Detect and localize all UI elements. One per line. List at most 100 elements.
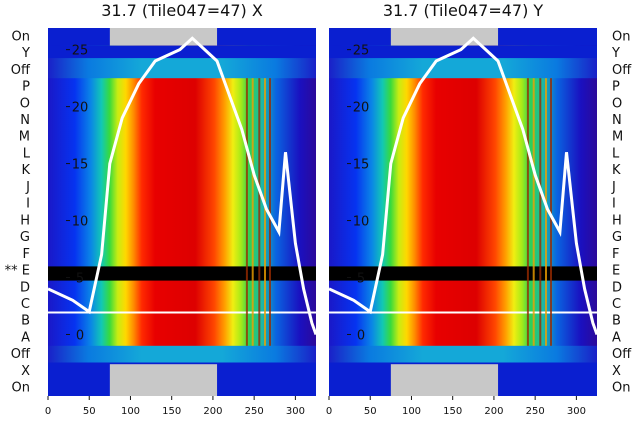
row-label: J xyxy=(25,180,30,195)
x-tick-label: 50 xyxy=(83,406,96,417)
row-label: B xyxy=(612,314,621,329)
y-tick-label: 5 xyxy=(76,272,84,287)
x-tick-label: 300 xyxy=(567,406,586,417)
row-label: E xyxy=(612,264,620,279)
streak xyxy=(251,78,254,346)
x-tick-label: 0 xyxy=(45,406,51,417)
x-ticks-x: 0 50 100 150 200 250 300 xyxy=(45,396,305,417)
row-label: L xyxy=(23,147,31,162)
streak xyxy=(550,78,552,346)
separator-line xyxy=(48,311,316,314)
row-label: ** E xyxy=(5,264,30,279)
row-label: On xyxy=(12,381,30,396)
row-label: I xyxy=(26,197,30,212)
overlay-line-y xyxy=(329,36,597,336)
row-label: Off xyxy=(612,347,632,362)
row-label: D xyxy=(20,280,30,295)
overlay-y-ticks-y: 25 20 15 10 5 0 xyxy=(347,44,369,344)
x-tick-label: 200 xyxy=(484,406,503,417)
chart-title-y: 31.7 (Tile047=47) Y xyxy=(383,1,544,20)
row-label: X xyxy=(21,364,30,379)
heatmap-bands-y xyxy=(329,28,597,396)
row-label: C xyxy=(21,297,30,312)
row-label: H xyxy=(20,213,30,228)
row-label: X xyxy=(612,364,621,379)
y-tick-label: 25 xyxy=(72,44,89,59)
heatmap-band xyxy=(329,345,597,363)
heatmap-background-y xyxy=(329,28,597,396)
y-tick-label: 20 xyxy=(353,101,370,116)
overlay-y-ticks-x: 25 20 15 10 5 0 xyxy=(66,44,88,344)
row-label: Y xyxy=(21,46,30,61)
row-label: On xyxy=(12,29,30,44)
row-label: N xyxy=(20,113,30,128)
row-label: J xyxy=(611,180,616,195)
x-tick-label: 250 xyxy=(526,406,545,417)
streak xyxy=(539,78,542,346)
y-tick-label: 5 xyxy=(357,272,365,287)
heatmap-band xyxy=(48,345,316,363)
y-tick-label: 0 xyxy=(357,329,365,344)
x-tick-label: 100 xyxy=(402,406,421,417)
heatmap-band xyxy=(48,45,316,62)
row-label: A xyxy=(612,331,621,346)
row-label: P xyxy=(612,80,620,95)
heatmap-bands-x xyxy=(48,28,316,396)
row-label: Y xyxy=(611,46,620,61)
row-label: On xyxy=(612,29,630,44)
row-label: A xyxy=(21,331,30,346)
overlay-line-x xyxy=(48,36,316,336)
x-tick-label: 200 xyxy=(203,406,222,417)
row-label: N xyxy=(612,113,622,128)
row-label: C xyxy=(612,297,621,312)
row-label: B xyxy=(21,314,30,329)
row-label: O xyxy=(20,96,30,111)
row-label: G xyxy=(20,230,30,245)
row-label: P xyxy=(22,80,30,95)
y-tick-label: 10 xyxy=(353,215,370,230)
y-tick-label: 15 xyxy=(353,158,370,173)
x-tick-label: 0 xyxy=(326,406,332,417)
grey-region xyxy=(390,28,499,46)
x-ticks-y: 0 50 100 150 200 250 300 xyxy=(326,396,586,417)
x-tick-label: 300 xyxy=(286,406,305,417)
y-tick-label: 10 xyxy=(72,215,89,230)
x-tick-label: 150 xyxy=(162,406,181,417)
y-tick-label: 25 xyxy=(353,44,370,59)
streak xyxy=(245,78,248,346)
x-tick-label: 50 xyxy=(364,406,377,417)
row-label: O xyxy=(612,96,622,111)
streak xyxy=(258,78,261,346)
grey-region xyxy=(109,28,218,46)
row-label: I xyxy=(612,197,616,212)
row-label: K xyxy=(612,163,621,178)
grey-region xyxy=(390,364,499,396)
x-tick-label: 250 xyxy=(245,406,264,417)
row-label: M xyxy=(19,130,30,145)
row-label: D xyxy=(612,280,622,295)
row-label: Off xyxy=(11,347,31,362)
streak xyxy=(269,78,271,346)
streak xyxy=(526,78,529,346)
row-label: F xyxy=(612,247,619,262)
y-tick-label: 0 xyxy=(76,329,84,344)
panel-y: 31.7 (Tile047=47) Y On Y Off PONMLKJIHGFEDC… xyxy=(326,1,632,417)
row-label: M xyxy=(612,130,623,145)
streak xyxy=(264,78,266,346)
row-label: G xyxy=(612,230,622,245)
streak xyxy=(532,78,535,346)
row-label: L xyxy=(612,147,620,162)
row-label: K xyxy=(21,163,30,178)
heatmap-band xyxy=(48,58,316,79)
streak xyxy=(545,78,547,346)
chart-title-x: 31.7 (Tile047=47) X xyxy=(101,1,263,20)
x-tick-label: 100 xyxy=(121,406,140,417)
heatmap-background-x xyxy=(48,28,316,396)
grey-region xyxy=(109,364,218,396)
row-label: Off xyxy=(612,63,632,78)
row-label: Off xyxy=(11,63,31,78)
